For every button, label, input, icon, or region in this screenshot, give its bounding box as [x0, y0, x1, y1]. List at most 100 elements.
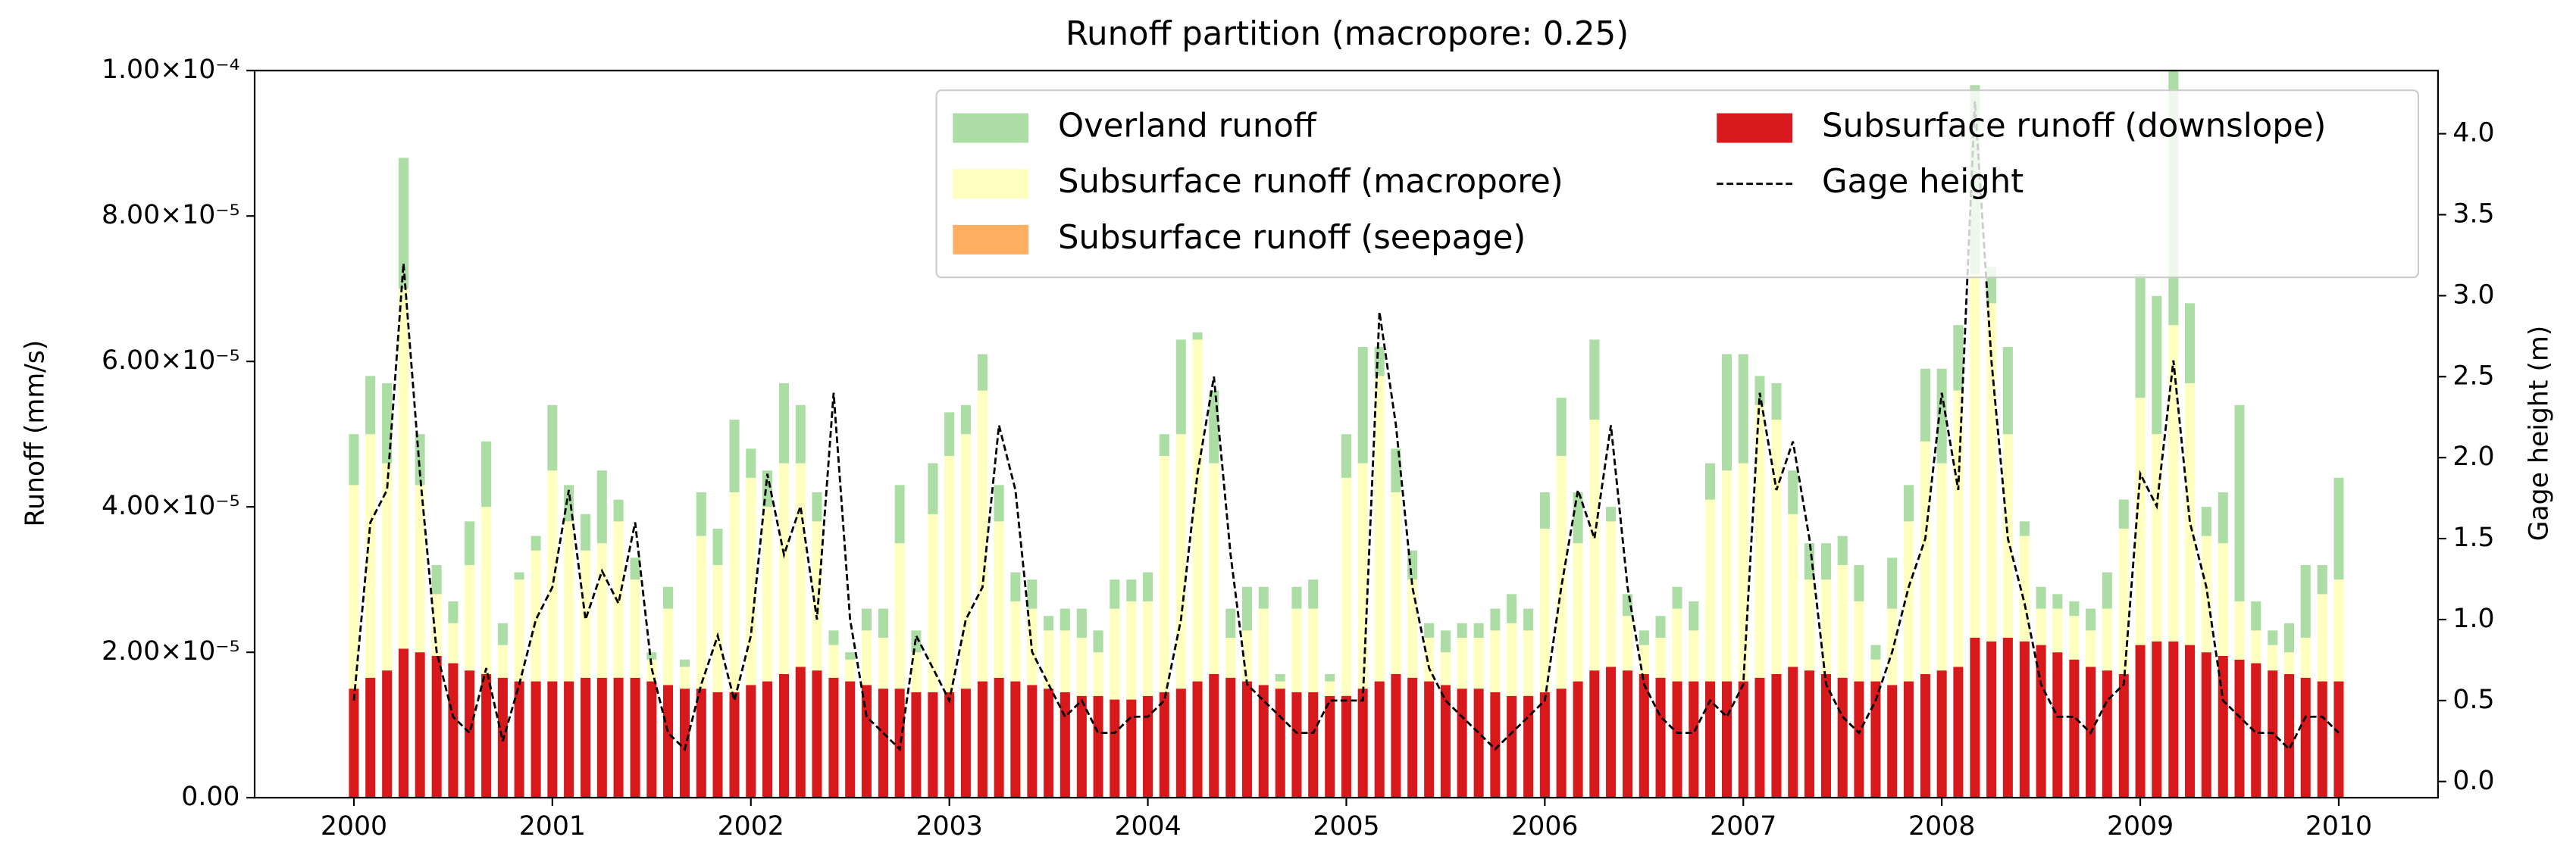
bar-segment	[911, 692, 922, 798]
legend-label: Overland runoff	[1058, 108, 1317, 145]
bar-segment	[696, 492, 706, 536]
bar-segment	[1953, 325, 1964, 391]
bar-segment	[1804, 543, 1814, 580]
bar-segment	[1623, 616, 1633, 671]
bar-segment	[1308, 692, 1319, 798]
bar-segment	[1573, 492, 1583, 544]
bar-segment	[514, 572, 524, 580]
bar-segment	[1258, 586, 1269, 609]
bar-segment	[1225, 608, 1236, 638]
bar-segment	[2118, 499, 2129, 529]
bar-segment	[1391, 673, 1401, 798]
bar-segment	[531, 681, 541, 798]
x-tick-label: 2001	[519, 811, 586, 842]
x-tick-label: 2006	[1511, 811, 1578, 842]
bar-segment	[2168, 325, 2179, 642]
bar-segment	[1754, 404, 1765, 678]
bar-segment	[365, 434, 376, 678]
bar-segment	[1655, 637, 1666, 678]
bar-segment	[1325, 673, 1335, 682]
bar-segment	[944, 692, 955, 798]
y2-tick-label: 4.0	[2452, 118, 2494, 148]
bar-segment	[2052, 652, 2063, 798]
chart-title: Runoff partition (macropore: 0.25)	[1066, 15, 1629, 53]
bar-segment	[1606, 507, 1617, 522]
bar-segment	[1357, 463, 1368, 689]
bar-segment	[448, 663, 459, 798]
bar-segment	[2283, 673, 2295, 798]
bar-segment	[1738, 681, 1748, 798]
bar-segment	[630, 579, 640, 678]
bar-segment	[928, 692, 938, 798]
legend-box	[935, 89, 2419, 279]
bar-segment	[630, 557, 640, 580]
bar-segment	[746, 477, 756, 685]
bar-segment	[2102, 670, 2112, 798]
bar-segment	[1920, 368, 1930, 442]
bar-segment	[1854, 681, 1864, 798]
bar-segment	[994, 677, 1004, 798]
bar-segment	[994, 521, 1004, 678]
bar-segment	[1076, 637, 1087, 696]
bar-segment	[1391, 448, 1401, 492]
bar-segment	[1308, 608, 1319, 692]
bar-segment	[431, 564, 442, 595]
bar-segment	[1754, 677, 1765, 798]
bar-segment	[1407, 579, 1418, 678]
bar-segment	[415, 652, 425, 798]
bar-segment	[977, 390, 988, 682]
bar-segment	[1010, 572, 1021, 601]
bar-segment	[1771, 383, 1782, 420]
bar-segment	[762, 507, 773, 682]
bar-segment	[1837, 536, 1848, 565]
bar-segment	[1507, 623, 1517, 696]
bar-segment	[1606, 667, 1617, 798]
bar-segment	[2317, 564, 2327, 595]
bar-segment	[1291, 608, 1302, 692]
bar-segment	[977, 354, 988, 391]
bar-segment	[1275, 673, 1285, 682]
bar-segment	[1044, 689, 1054, 798]
bar-segment	[2300, 564, 2311, 638]
bar-segment	[1689, 681, 1699, 798]
legend-label: Subsurface runoff (macropore)	[1058, 163, 1563, 201]
bar-segment	[1507, 695, 1517, 798]
y-tick-label: 0.00	[181, 782, 239, 812]
x-tick-label: 2010	[2305, 811, 2372, 842]
bar-segment	[1374, 346, 1385, 376]
bar-segment	[2268, 645, 2278, 671]
bar-segment	[1672, 586, 1682, 609]
bar-segment	[1539, 528, 1550, 692]
bar-segment	[1721, 354, 1732, 471]
bar-segment	[1473, 623, 1484, 638]
bar-segment	[1241, 630, 1253, 682]
bar-segment	[911, 652, 922, 692]
bar-segment	[1044, 616, 1054, 631]
bar-segment	[1689, 630, 1699, 682]
bar-segment	[1225, 637, 1236, 678]
bar-segment	[1093, 630, 1103, 653]
bar-segment	[680, 659, 690, 667]
bar-segment	[1110, 699, 1120, 798]
bar-segment	[1490, 630, 1501, 692]
legend-swatch	[953, 113, 1028, 143]
bar-segment	[729, 692, 740, 798]
bar-segment	[1044, 630, 1054, 689]
bar-segment	[1424, 623, 1435, 638]
bar-segment	[828, 677, 839, 798]
bar-segment	[1076, 608, 1087, 638]
legend-swatch	[953, 224, 1028, 255]
bar-segment	[1175, 689, 1186, 798]
bar-segment	[1060, 608, 1070, 631]
bar-segment	[1159, 692, 1169, 798]
bar-segment	[762, 470, 773, 507]
bar-segment	[712, 692, 723, 798]
x-tick-label: 2005	[1313, 811, 1379, 842]
bar-segment	[1407, 677, 1418, 798]
bar-segment	[663, 586, 674, 609]
x-tick-label: 2002	[718, 811, 784, 842]
y2-tick-label: 1.0	[2452, 604, 2494, 634]
bar-segment	[778, 383, 790, 464]
bar-segment	[1424, 681, 1435, 798]
bar-segment	[1507, 594, 1517, 623]
